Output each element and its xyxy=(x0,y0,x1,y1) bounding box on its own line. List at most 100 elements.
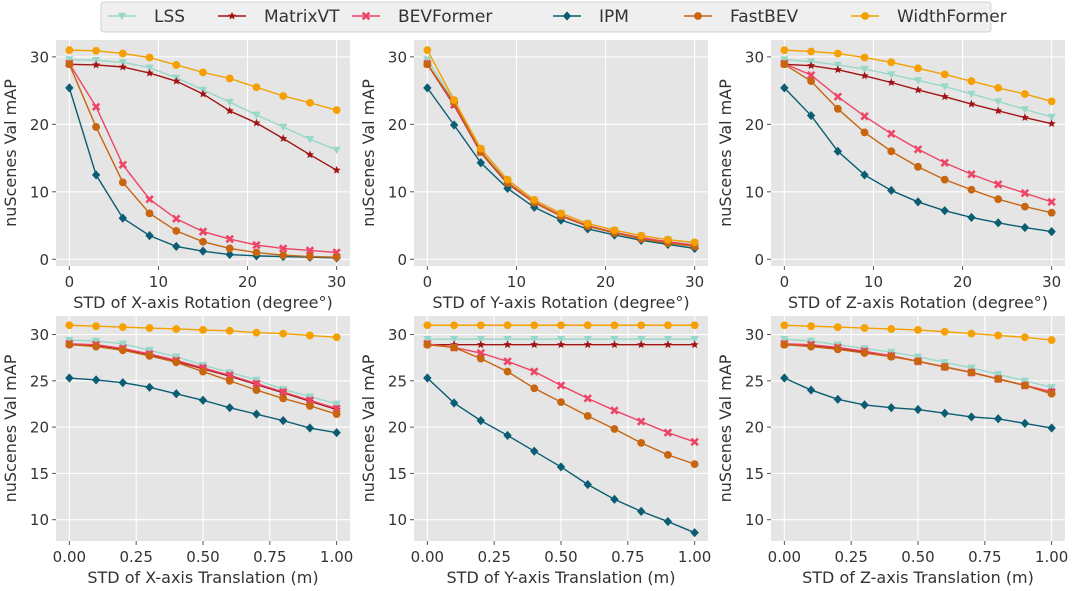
x-tick-label: 0.75 xyxy=(611,548,644,566)
data-point-widthformer xyxy=(994,83,1003,92)
data-point-matrixvt xyxy=(690,340,699,349)
data-point-widthformer xyxy=(1047,336,1056,344)
data-point-lss xyxy=(690,335,699,344)
data-point-lss xyxy=(993,98,1003,106)
data-point-lss xyxy=(503,335,512,344)
data-point-matrixvt xyxy=(583,340,592,349)
data-point-lss xyxy=(145,64,154,72)
data-point-widthformer xyxy=(833,323,842,332)
data-point-ipm xyxy=(530,446,539,456)
data-point-bevformer xyxy=(118,160,128,170)
data-point-bevformer xyxy=(610,406,619,415)
data-point-bevformer xyxy=(225,371,234,380)
data-point-ipm xyxy=(252,409,261,419)
series-ipm xyxy=(780,373,1056,433)
y-tick-label: 0 xyxy=(39,251,49,269)
x-tick-label: 0.00 xyxy=(53,548,86,566)
data-point-widthformer xyxy=(610,321,619,330)
y-axis-title: nuScenes Val mAP xyxy=(716,79,735,227)
data-point-ipm xyxy=(145,382,154,392)
series-matrixvt xyxy=(780,59,1056,128)
data-point-ipm xyxy=(118,378,128,388)
y-tick-label: 10 xyxy=(745,511,764,529)
data-point-bevformer xyxy=(332,404,341,413)
data-point-widthformer xyxy=(476,144,485,153)
data-point-ipm xyxy=(967,412,976,422)
data-point-lss xyxy=(663,335,673,344)
x-tick-label: 30 xyxy=(327,273,346,291)
y-tick-label: 30 xyxy=(30,48,49,66)
series-ipm xyxy=(780,83,1056,237)
data-point-lss xyxy=(278,123,288,132)
data-point-fastbev xyxy=(145,351,154,360)
data-point-widthformer xyxy=(450,96,458,104)
data-point-bevformer xyxy=(636,417,646,426)
data-point-fastbev xyxy=(92,342,100,351)
data-point-widthformer xyxy=(690,321,699,330)
data-point-bevformer xyxy=(198,227,208,236)
y-tick-label: 25 xyxy=(30,372,49,390)
data-point-widthformer xyxy=(92,46,100,55)
data-point-matrixvt xyxy=(913,85,923,94)
data-point-ipm xyxy=(940,408,949,418)
data-point-widthformer xyxy=(1021,333,1029,342)
data-point-widthformer xyxy=(833,49,842,58)
data-point-lss xyxy=(860,65,869,74)
data-point-widthformer xyxy=(994,331,1003,340)
data-point-ipm xyxy=(887,403,896,413)
data-point-lss xyxy=(118,340,128,348)
data-point-widthformer xyxy=(940,327,949,336)
data-point-fastbev xyxy=(332,410,341,419)
data-point-widthformer xyxy=(780,46,789,55)
x-tick-label: 20 xyxy=(238,273,257,291)
data-point-ipm xyxy=(993,414,1003,424)
y-tick-label: 0 xyxy=(754,251,764,269)
y-tick-label: 10 xyxy=(388,183,407,201)
data-point-widthformer xyxy=(306,98,314,107)
y-axis-title: nuScenes Val mAP xyxy=(359,79,378,227)
data-point-widthformer xyxy=(145,53,154,62)
legend-marker xyxy=(861,12,869,20)
data-point-widthformer xyxy=(172,325,181,333)
data-point-bevformer xyxy=(583,394,592,403)
data-point-ipm xyxy=(423,83,432,93)
data-point-lss xyxy=(610,335,619,344)
data-point-widthformer xyxy=(610,226,619,235)
data-point-widthformer xyxy=(252,328,261,337)
y-tick-label: 30 xyxy=(745,326,764,344)
data-point-fastbev xyxy=(583,412,592,420)
data-point-fastbev xyxy=(172,227,181,235)
data-point-fastbev xyxy=(252,386,261,394)
data-point-bevformer xyxy=(278,387,288,397)
data-point-bevformer xyxy=(91,102,101,112)
data-point-bevformer xyxy=(860,112,869,121)
x-tick-label: 20 xyxy=(953,273,972,291)
y-axis-title: nuScenes Val mAP xyxy=(1,354,20,502)
panel-4: 0.00 0.25 0.50 0.75 1.00 10 15 20 25 30 STD of X-a… xyxy=(1,316,353,587)
data-point-ipm xyxy=(172,389,181,399)
data-point-ipm xyxy=(225,403,234,413)
data-point-lss xyxy=(940,83,949,91)
data-point-fastbev xyxy=(65,60,74,69)
data-point-lss xyxy=(636,335,646,344)
x-axis-title: STD of Z-axis Rotation (degree°) xyxy=(788,293,1048,312)
data-point-widthformer xyxy=(583,219,592,228)
legend-marker xyxy=(117,12,127,21)
data-point-bevformer xyxy=(887,129,896,138)
data-point-widthformer xyxy=(476,321,485,330)
data-point-widthformer xyxy=(252,83,261,92)
data-point-widthformer xyxy=(332,333,341,342)
y-tick-label: 20 xyxy=(30,116,49,134)
legend-item-lss: LSS xyxy=(108,7,185,27)
data-point-lss xyxy=(1020,106,1030,114)
data-point-widthformer xyxy=(860,324,869,332)
y-tick-label: 30 xyxy=(30,326,49,344)
data-point-lss xyxy=(252,111,261,120)
legend-item-ipm: IPM xyxy=(553,7,629,27)
data-point-ipm xyxy=(332,428,341,438)
data-point-fastbev xyxy=(145,209,154,218)
plot-area xyxy=(56,40,350,266)
data-point-matrixvt xyxy=(476,340,485,349)
data-point-fastbev xyxy=(833,104,842,113)
